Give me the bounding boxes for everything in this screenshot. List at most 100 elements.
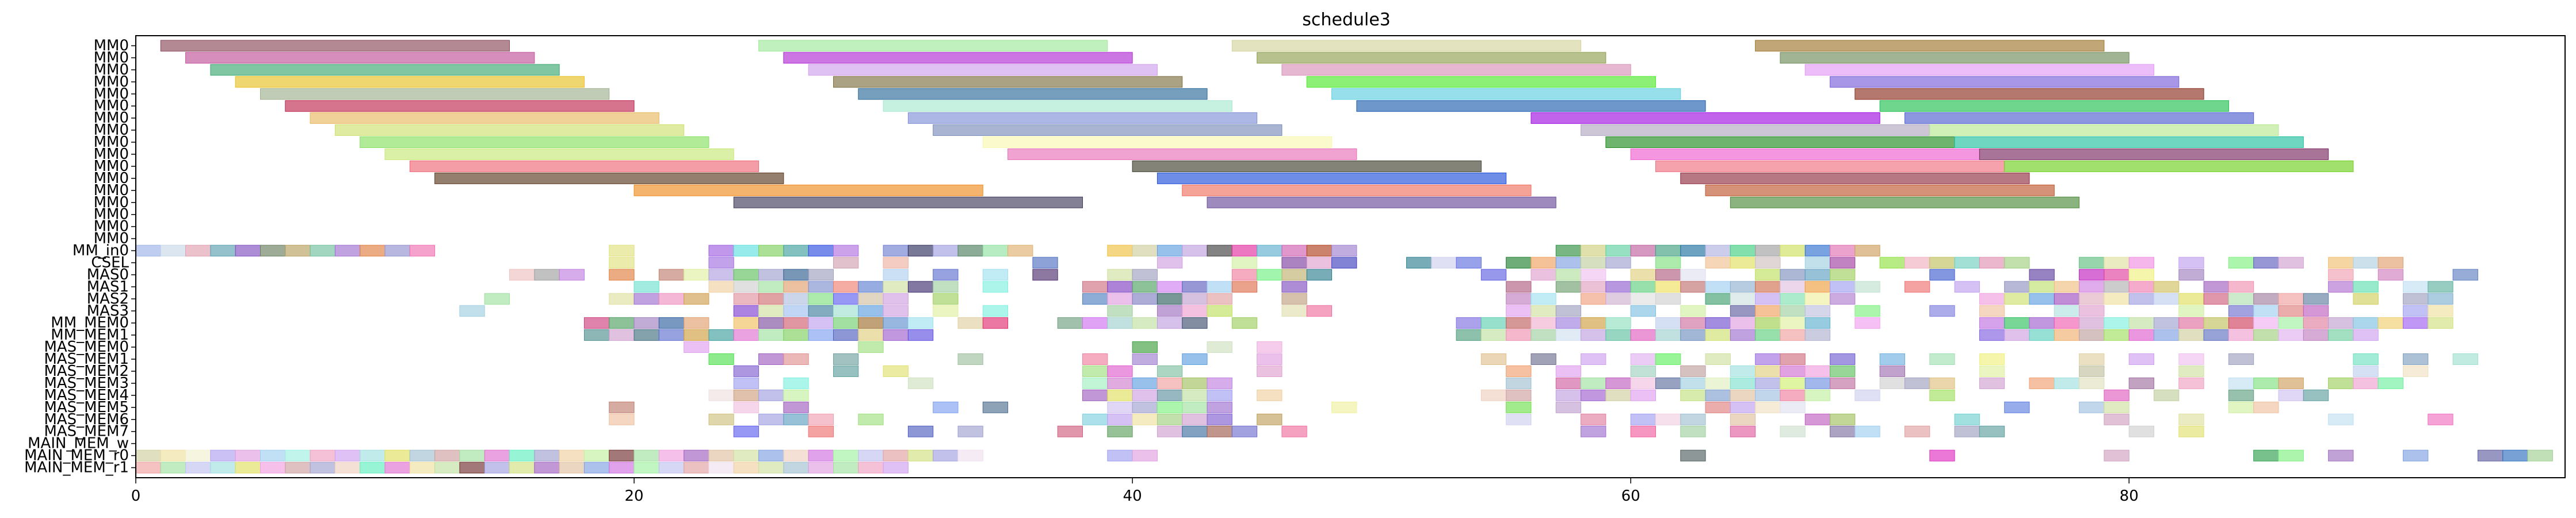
mm0-task-bar: [1007, 148, 1357, 160]
task-bar: [684, 269, 709, 281]
task-bar: [1854, 389, 1880, 401]
task-bar: [1231, 425, 1258, 437]
task-bar: [1804, 365, 1831, 377]
task-bar: [434, 462, 460, 474]
mm0-task-bar: [1755, 40, 2105, 52]
task-bar: [1705, 401, 1731, 413]
task-bar: [1157, 425, 1183, 437]
y-tick-label: MM0: [94, 134, 129, 151]
task-bar: [160, 462, 186, 474]
task-bar: [1281, 281, 1307, 293]
mm0-task-bar: [2004, 160, 2354, 172]
task-bar: [1281, 245, 1307, 257]
task-bar: [1231, 269, 1258, 281]
task-bar: [2502, 450, 2528, 462]
task-bar: [609, 462, 635, 474]
task-bar: [858, 293, 884, 305]
task-bar: [1879, 257, 1905, 269]
task-bar: [1257, 389, 1283, 401]
task-bar: [1954, 257, 1980, 269]
task-bar: [833, 245, 859, 257]
task-bar: [1132, 413, 1158, 425]
y-tick-label: MM0: [94, 194, 129, 211]
task-bar: [2054, 305, 2080, 317]
task-bar: [833, 329, 859, 341]
task-bar: [2253, 450, 2279, 462]
task-bar: [1506, 281, 1532, 293]
mm0-task-bar: [1182, 184, 1532, 196]
task-bar: [2303, 305, 2329, 317]
mm0-task-bar: [1581, 124, 1930, 136]
task-bar: [1082, 281, 1108, 293]
task-bar: [1680, 425, 1706, 437]
task-bar: [1281, 305, 1307, 317]
task-bar: [758, 269, 784, 281]
task-bar: [1680, 389, 1706, 401]
task-bar: [1207, 281, 1232, 293]
task-bar: [1730, 389, 1756, 401]
task-bar: [2303, 329, 2329, 341]
task-bar: [2104, 281, 2130, 293]
task-bar: [2004, 293, 2030, 305]
task-bar: [2228, 293, 2254, 305]
task-bar: [135, 450, 161, 462]
task-bar: [2029, 317, 2055, 329]
task-bar: [1630, 413, 1656, 425]
task-bar: [1755, 377, 1781, 389]
task-bar: [1879, 353, 1905, 365]
task-bar: [1157, 245, 1183, 257]
task-bar: [1506, 365, 1532, 377]
task-bar: [1780, 425, 1806, 437]
mm0-task-bar: [1780, 52, 2130, 64]
task-bar: [2128, 317, 2155, 329]
task-bar: [285, 245, 311, 257]
task-bar: [2154, 317, 2180, 329]
task-bar: [1157, 389, 1183, 401]
mm0-task-bar: [334, 124, 685, 136]
task-bar: [1804, 245, 1831, 257]
task-bar: [883, 329, 909, 341]
task-bar: [1107, 413, 1133, 425]
y-tick-label: MAS_MEM5: [44, 399, 129, 416]
task-bar: [1630, 281, 1656, 293]
y-tick-label: MM_in0: [72, 242, 129, 260]
mm0-task-bar: [758, 40, 1108, 52]
task-bar: [2104, 269, 2130, 281]
task-bar: [2353, 377, 2379, 389]
task-bar: [559, 462, 585, 474]
task-bar: [2228, 305, 2254, 317]
task-bar: [2079, 257, 2105, 269]
task-bar: [883, 450, 909, 462]
task-bar: [2079, 281, 2105, 293]
task-bar: [1979, 257, 2005, 269]
task-bar: [1730, 245, 1756, 257]
task-bar: [2079, 353, 2105, 365]
task-bar: [2154, 329, 2180, 341]
task-bar: [1605, 317, 1631, 329]
task-bar: [1182, 293, 1208, 305]
task-bar: [1979, 425, 2005, 437]
task-bar: [982, 305, 1009, 317]
task-bar: [2178, 293, 2204, 305]
task-bar: [2054, 293, 2080, 305]
task-bar: [733, 317, 760, 329]
x-tick-label: 80: [2120, 487, 2139, 505]
mm0-task-bar: [1630, 148, 1980, 160]
task-bar: [2104, 401, 2130, 413]
task-bar: [2328, 413, 2354, 425]
task-bar: [2128, 425, 2155, 437]
task-bar: [1257, 269, 1283, 281]
task-bar: [384, 245, 410, 257]
task-bar: [1281, 293, 1307, 305]
task-bar: [1630, 245, 1656, 257]
task-bar: [260, 245, 286, 257]
task-bar: [2178, 317, 2204, 329]
task-bar: [783, 450, 809, 462]
task-bar: [2228, 329, 2254, 341]
mm0-task-bar: [1705, 184, 2055, 196]
task-bar: [1581, 317, 1606, 329]
task-bar: [2178, 365, 2204, 377]
task-bar: [1506, 413, 1532, 425]
task-bar: [2203, 329, 2229, 341]
task-bar: [609, 257, 635, 269]
